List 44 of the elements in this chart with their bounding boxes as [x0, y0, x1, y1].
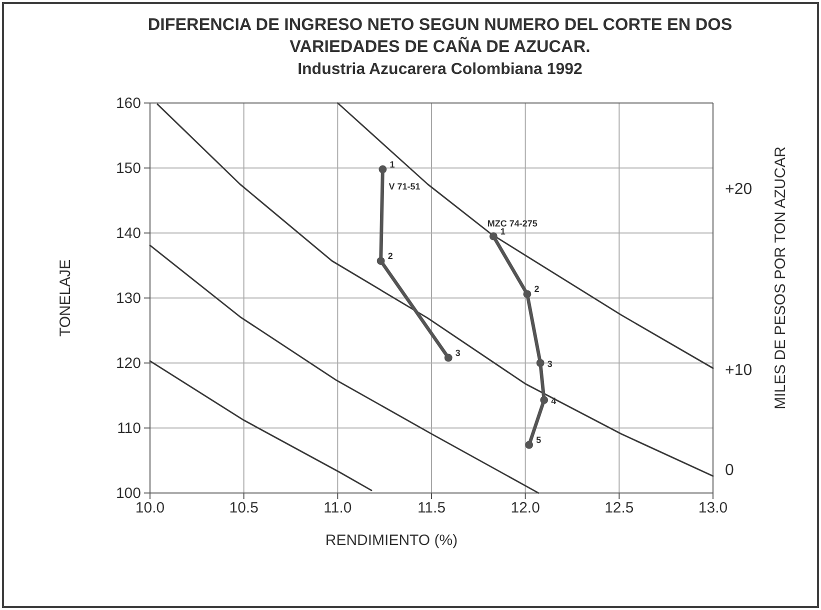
annotation: 2	[388, 250, 393, 261]
point	[444, 354, 452, 362]
annotation: 3	[547, 359, 552, 369]
y-axis-title: TONELAJE	[57, 259, 74, 337]
point	[536, 359, 544, 367]
y-tick-label: 110	[117, 420, 141, 437]
x-tick-label: 10.0	[135, 500, 165, 517]
y-tick-label: 160	[116, 94, 141, 112]
x-tick-label: 12.5	[604, 500, 634, 517]
y-tick-label: 140	[116, 224, 141, 242]
annotation: 1	[500, 226, 506, 236]
point	[525, 440, 534, 449]
text: +10	[725, 362, 752, 379]
x-tick-label: 12.0	[510, 500, 540, 517]
line-series	[149, 244, 540, 494]
annotation: 4	[551, 396, 556, 406]
series-label: MZC 74-275	[487, 218, 538, 228]
line-series	[336, 102, 714, 369]
x-axis-title: RENDIMIENTO (%)	[325, 532, 458, 549]
text: +20	[725, 181, 752, 198]
annotation: 1	[390, 159, 395, 170]
point	[376, 256, 385, 265]
annotation: 2	[534, 284, 540, 294]
text: 0	[725, 462, 734, 479]
y-tick-label: 150	[116, 160, 141, 177]
series-label: V 71-51	[388, 181, 420, 192]
annotation: 5	[536, 434, 542, 445]
point	[540, 396, 548, 404]
x-tick-label: 11.0	[324, 500, 352, 517]
point	[378, 165, 387, 174]
x-tick-label: 13.0	[698, 500, 728, 517]
annotation: 3	[455, 348, 460, 358]
line-series	[156, 104, 714, 477]
y2-axis-title: MILES DE PESOS POR TON AZUCAR	[772, 146, 789, 410]
y-tick-label: 120	[116, 354, 141, 372]
x-tick-label: 11.5	[417, 500, 446, 517]
point	[523, 290, 532, 298]
y-tick-label: 100	[116, 484, 141, 502]
line-series	[149, 360, 372, 492]
y-tick-label: 130	[116, 290, 141, 307]
chart-title: DIFERENCIA DE INGRESO NETO SEGUN NUMERO DEL CORTE EN DOS VARIEDADES DE CAÑA DE AZUCAR.	[148, 15, 732, 56]
point	[489, 232, 498, 240]
chart-subtitle: Industria Azucarera Colombiana 1992	[298, 61, 583, 78]
x-tick-label: 10.5	[229, 500, 258, 517]
